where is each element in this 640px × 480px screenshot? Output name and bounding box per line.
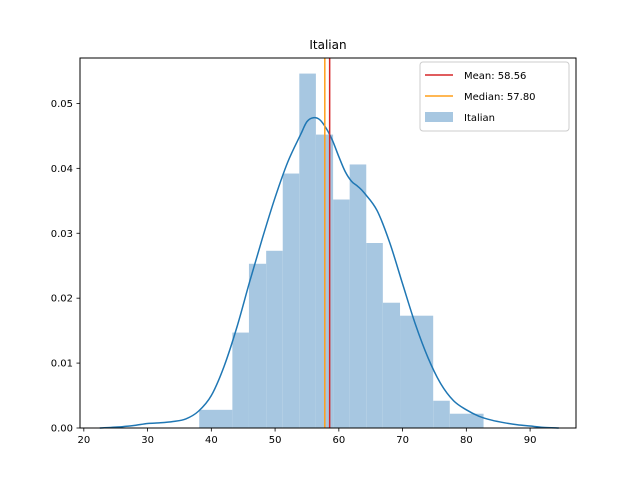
y-tick-label: 0.00 bbox=[51, 424, 73, 435]
x-tick-label: 60 bbox=[332, 435, 345, 446]
chart-title: Italian bbox=[309, 38, 346, 52]
axes-frame bbox=[79, 57, 577, 429]
histogram-bar bbox=[382, 302, 401, 428]
legend-label: Mean: 58.56 bbox=[464, 71, 526, 82]
y-tick-label: 0.03 bbox=[51, 229, 73, 240]
y-tick-label: 0.05 bbox=[51, 99, 73, 110]
x-axis: 20 30 40 50 60 70 80 90 bbox=[77, 428, 536, 446]
histogram-bar bbox=[248, 263, 267, 428]
histogram-bar bbox=[433, 400, 450, 428]
legend-patch-swatch bbox=[425, 112, 453, 122]
plot-area bbox=[99, 58, 559, 429]
histogram-bar bbox=[232, 332, 249, 428]
histogram-bar bbox=[199, 409, 233, 428]
x-tick-label: 50 bbox=[269, 435, 282, 446]
histogram-bar bbox=[400, 315, 434, 428]
y-tick-label: 0.02 bbox=[51, 294, 73, 305]
histogram-bar bbox=[349, 164, 367, 428]
x-tick-label: 80 bbox=[460, 435, 473, 446]
legend-label: Median: 57.80 bbox=[464, 92, 536, 103]
histogram-bar bbox=[266, 250, 283, 428]
x-tick-label: 20 bbox=[77, 435, 90, 446]
x-tick-label: 90 bbox=[524, 435, 537, 446]
legend: Mean: 58.56 Median: 57.80 Italian bbox=[419, 61, 570, 132]
x-tick-label: 40 bbox=[205, 435, 218, 446]
kde-line bbox=[99, 116, 559, 429]
histogram-bar bbox=[299, 73, 316, 428]
x-tick-label: 30 bbox=[141, 435, 154, 446]
y-axis: 0.00 0.01 0.02 0.03 0.04 0.05 bbox=[51, 99, 80, 435]
legend-box bbox=[419, 61, 570, 132]
y-tick-label: 0.01 bbox=[51, 359, 73, 370]
x-tick-label: 70 bbox=[396, 435, 409, 446]
histogram-bar bbox=[449, 413, 484, 428]
histogram-bar bbox=[282, 173, 300, 428]
histogram-bar bbox=[333, 199, 350, 428]
legend-label: Italian bbox=[464, 113, 495, 124]
histogram-bar bbox=[366, 243, 383, 428]
y-tick-label: 0.04 bbox=[51, 164, 73, 175]
